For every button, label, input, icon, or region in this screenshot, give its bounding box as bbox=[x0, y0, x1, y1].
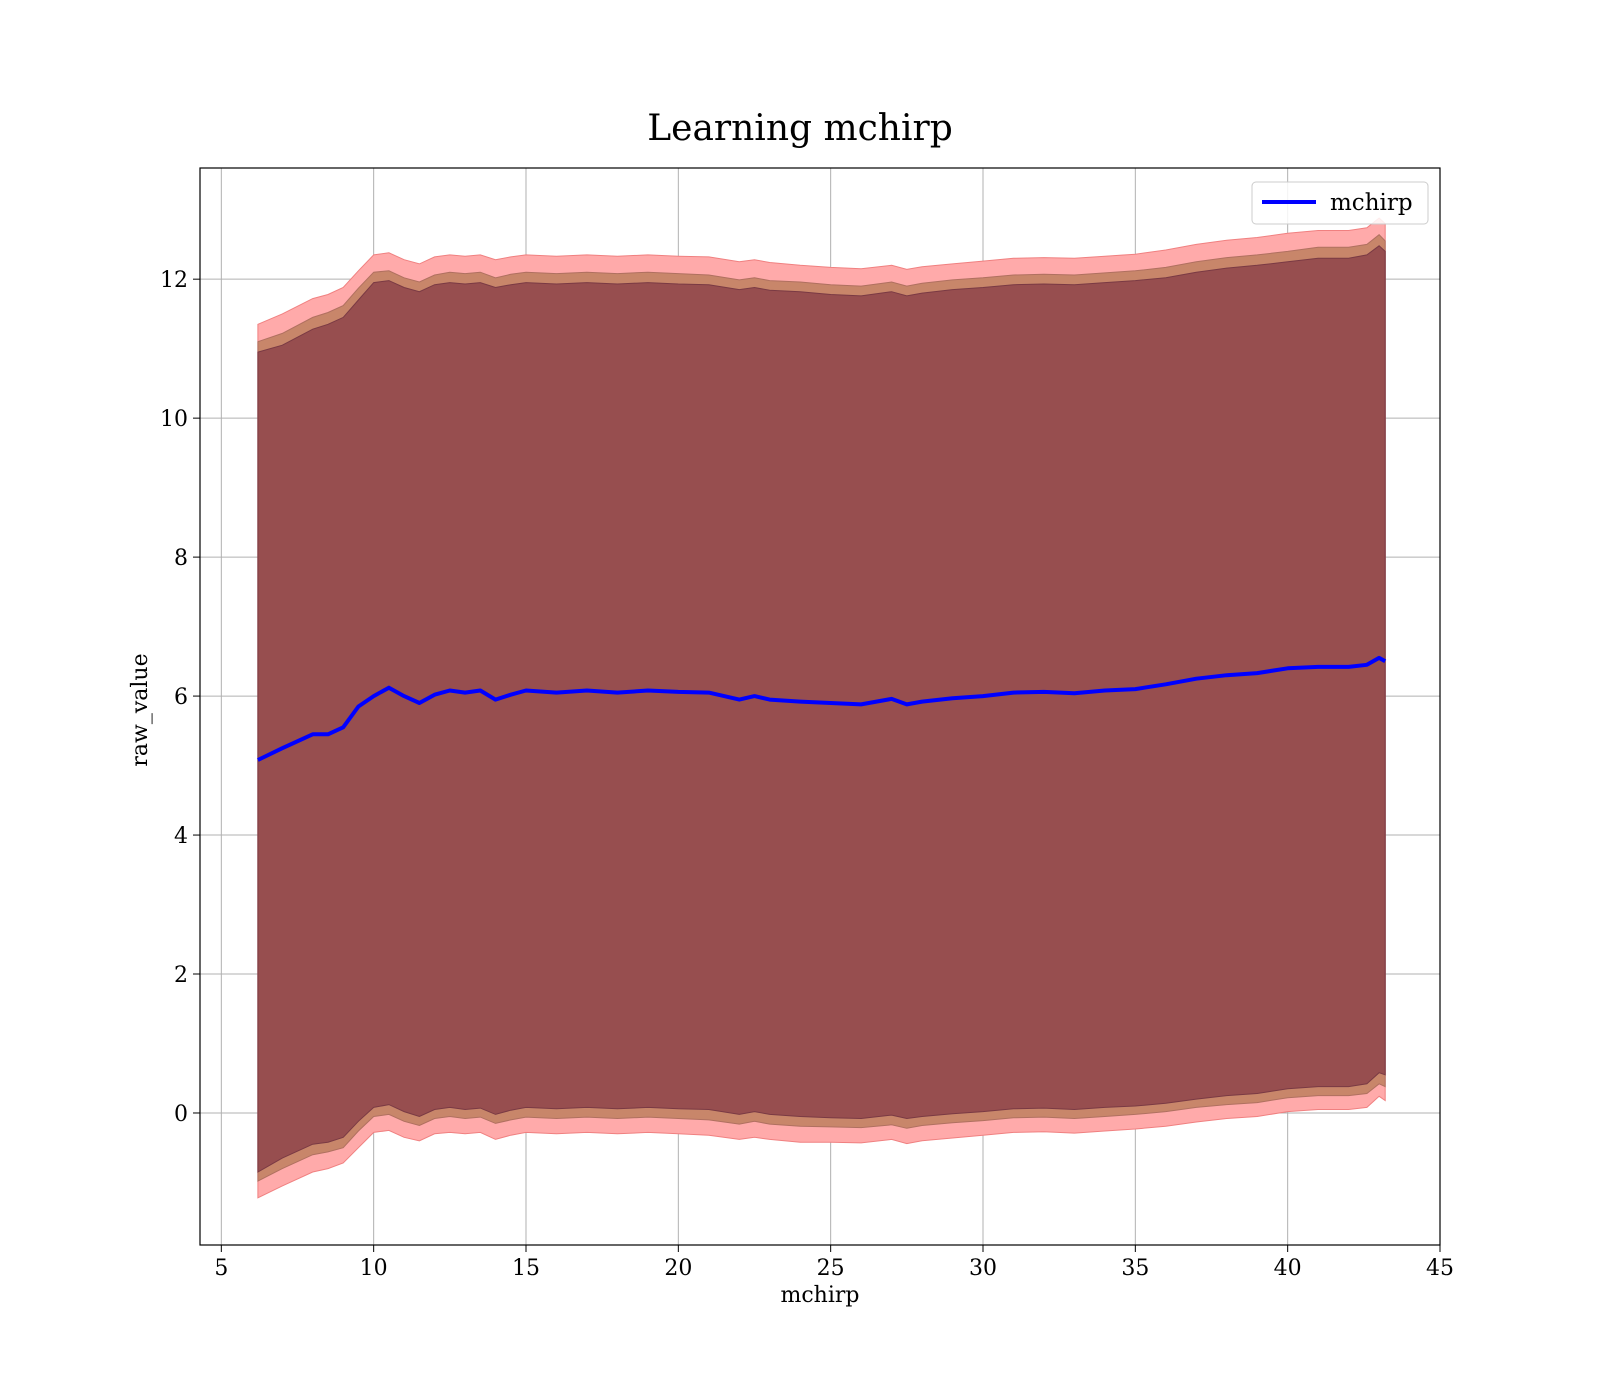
x-tick-label-5: 5 bbox=[214, 1256, 228, 1281]
y-tick-label-0: 0 bbox=[174, 1102, 188, 1127]
series-lines bbox=[257, 655, 1387, 762]
y-tick-label-2: 2 bbox=[174, 963, 188, 988]
y-tick-label-6: 6 bbox=[174, 685, 188, 710]
y-tick-label-8: 8 bbox=[174, 546, 188, 571]
y-axis-label: raw_value bbox=[128, 653, 153, 766]
x-tick-label-10: 10 bbox=[360, 1256, 388, 1281]
series-line-mchirp bbox=[257, 655, 1387, 762]
x-tick-label-25: 25 bbox=[817, 1256, 845, 1281]
x-tick-label-40: 40 bbox=[1274, 1256, 1302, 1281]
y-tick-label-4: 4 bbox=[174, 824, 188, 849]
x-axis-ticks: 5 10 15 20 25 30 35 40 45 bbox=[214, 1245, 1454, 1281]
x-tick-label-35: 35 bbox=[1121, 1256, 1149, 1281]
x-tick-label-45: 45 bbox=[1426, 1256, 1454, 1281]
x-tick-label-30: 30 bbox=[969, 1256, 997, 1281]
y-tick-label-10: 10 bbox=[160, 407, 188, 432]
legend-label-mchirp: mchirp bbox=[1330, 190, 1413, 216]
legend: mchirp bbox=[1251, 181, 1429, 225]
chart-title: Learning mchirp bbox=[647, 108, 953, 149]
x-axis-label: mchirp bbox=[781, 1283, 860, 1308]
confidence-bands bbox=[257, 217, 1386, 1199]
plot-frame bbox=[199, 167, 1441, 1246]
x-tick-label-15: 15 bbox=[512, 1256, 540, 1281]
x-tick-label-20: 20 bbox=[664, 1256, 692, 1281]
band-inner bbox=[257, 245, 1386, 1173]
y-axis-ticks: 0 2 4 6 8 10 12 bbox=[160, 268, 200, 1127]
legend-box bbox=[1251, 181, 1429, 225]
y-tick-label-12: 12 bbox=[160, 268, 188, 293]
